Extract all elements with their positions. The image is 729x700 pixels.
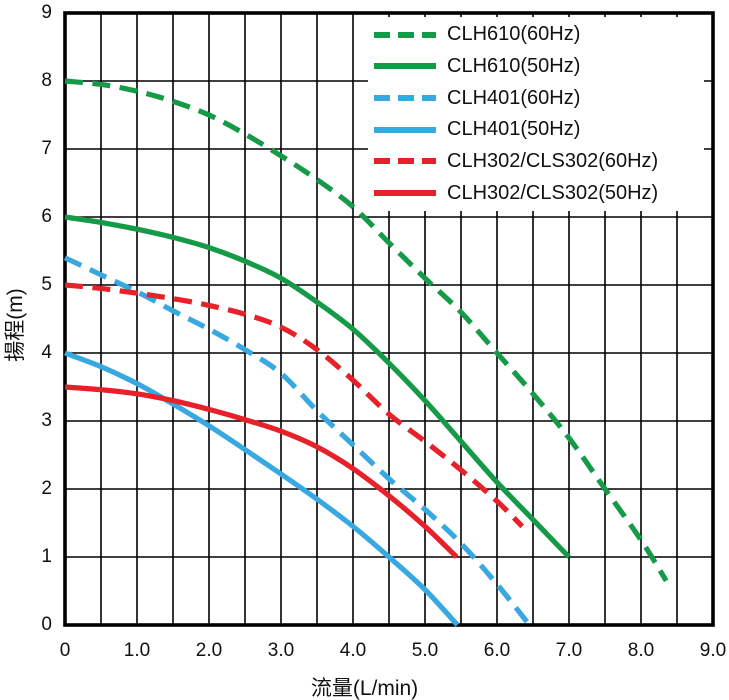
- legend-label: CLH302/CLS302(50Hz): [447, 181, 659, 204]
- legend-item: CLH302/CLS302(60Hz): [374, 146, 704, 176]
- curve-clh610-60hz-: [64, 78, 669, 583]
- legend-label: CLH401(50Hz): [447, 118, 581, 141]
- legend-dashed-line-swatch: [374, 158, 436, 165]
- x-tick-label: 8.0: [627, 640, 655, 661]
- legend-dashed-line-swatch: [374, 95, 436, 102]
- y-tick-label: 9: [41, 2, 52, 23]
- legend-label: CLH302/CLS302(60Hz): [447, 149, 659, 172]
- curve-clh302-cls302-50hz-: [64, 384, 459, 559]
- curve-clh401-50hz-: [64, 350, 460, 627]
- legend-solid-line-swatch: [374, 190, 436, 197]
- y-tick-label: 2: [41, 478, 52, 499]
- y-tick-label: 6: [41, 206, 52, 227]
- curve-clh401-60hz-: [63, 255, 532, 627]
- x-tick-label: 2.0: [195, 640, 223, 661]
- y-tick-label: 1: [41, 546, 52, 567]
- legend-solid-line-swatch: [374, 126, 436, 133]
- y-axis-title: 揚程(m): [4, 288, 27, 362]
- x-tick-label: 7.0: [555, 640, 583, 661]
- x-tick-label: 4.0: [339, 640, 367, 661]
- legend-label: CLH401(60Hz): [447, 86, 581, 109]
- x-tick-label: 5.0: [411, 640, 439, 661]
- legend-label: CLH610(50Hz): [447, 54, 581, 77]
- y-tick-label: 3: [41, 410, 52, 431]
- x-axis-title: 流量(L/min): [310, 677, 419, 700]
- x-tick-label: 3.0: [267, 640, 295, 661]
- y-tick-label: 7: [41, 138, 52, 159]
- x-tick-label: 6.0: [483, 640, 511, 661]
- y-tick-label: 0: [41, 614, 52, 635]
- legend-dashed-line-swatch: [374, 31, 436, 38]
- legend-item: CLH610(60Hz): [374, 20, 704, 50]
- legend-label: CLH610(60Hz): [447, 23, 581, 46]
- y-tick-label: 5: [41, 274, 52, 295]
- legend-item: CLH401(50Hz): [374, 115, 704, 145]
- plot-border: [63, 11, 715, 627]
- curve-clh302-cls302-60hz-: [64, 282, 525, 529]
- chart-legend: CLH610(60Hz) CLH610(50Hz) CLH401(60Hz) CLH4…: [368, 17, 704, 211]
- legend-item: CLH610(50Hz): [374, 51, 704, 81]
- curve-clh610-50hz-: [64, 214, 571, 559]
- y-tick-label: 4: [41, 342, 52, 363]
- y-tick-label: 8: [41, 70, 52, 91]
- legend-item: CLH401(60Hz): [374, 83, 704, 113]
- x-tick-label: 1.0: [123, 640, 151, 661]
- x-tick-label: 9.0: [699, 640, 727, 661]
- x-tick-label: 0: [59, 640, 71, 661]
- legend-item: CLH302/CLS302(50Hz): [374, 178, 704, 208]
- legend-solid-line-swatch: [374, 63, 436, 70]
